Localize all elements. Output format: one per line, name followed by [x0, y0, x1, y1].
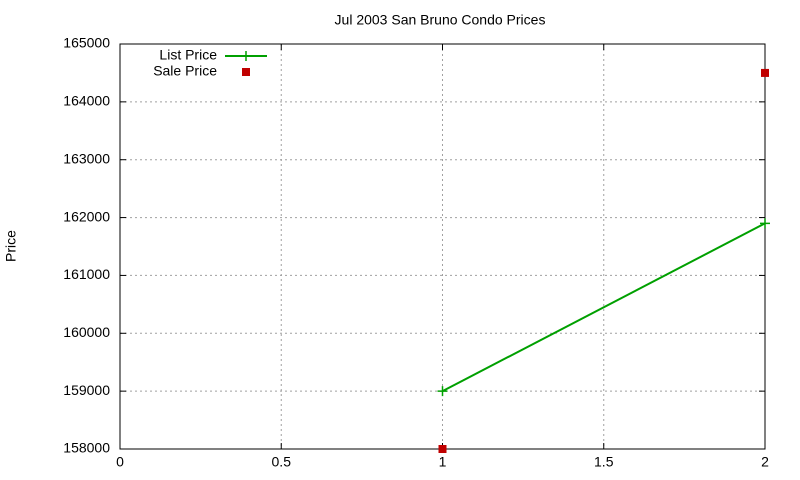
x-tick-label: 0.5 — [272, 454, 292, 470]
y-tick-label: 164000 — [63, 93, 110, 109]
chart-title: Jul 2003 San Bruno Condo Prices — [335, 12, 546, 28]
x-tick-label: 1.5 — [594, 454, 614, 470]
y-tick-label: 162000 — [63, 208, 110, 224]
point — [760, 218, 770, 229]
legend-marker — [242, 68, 250, 76]
y-tick-label: 161000 — [63, 266, 110, 282]
x-tick-label: 0 — [116, 454, 124, 470]
legend-label: Sale Price — [153, 63, 217, 79]
point — [761, 68, 769, 77]
y-tick-label: 163000 — [63, 150, 110, 166]
y-tick-label: 165000 — [63, 35, 110, 51]
y-tick-label: 160000 — [63, 324, 110, 340]
x-tick-label: 1 — [439, 454, 447, 470]
y-tick-label: 158000 — [63, 440, 110, 456]
y-tick-label: 159000 — [63, 382, 110, 398]
y-axis-label: Price — [3, 230, 19, 262]
legend-label: List Price — [159, 47, 217, 63]
x-tick-label: 2 — [761, 454, 769, 470]
point — [438, 445, 447, 453]
point — [437, 386, 448, 397]
series-line — [442, 222, 766, 393]
legend-marker — [241, 51, 251, 61]
